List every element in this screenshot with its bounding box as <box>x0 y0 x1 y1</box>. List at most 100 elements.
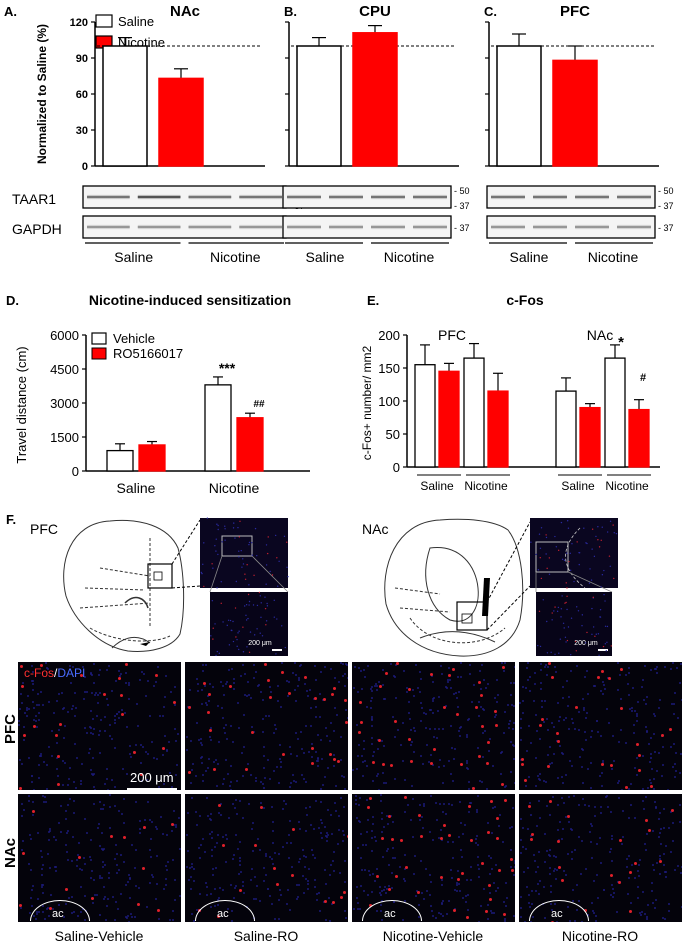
dapi-nucleus <box>335 713 338 716</box>
dapi-nucleus <box>164 675 167 678</box>
dapi-nucleus <box>489 738 492 741</box>
dapi-nucleus <box>272 862 275 865</box>
atlas-micrograph-dot <box>566 587 568 589</box>
dapi-nucleus <box>125 725 128 728</box>
dapi-nucleus <box>392 856 395 859</box>
dapi-nucleus <box>410 784 413 787</box>
dapi-nucleus <box>408 712 410 715</box>
dapi-nucleus <box>354 798 357 801</box>
dapi-nucleus <box>433 727 436 730</box>
dapi-nucleus <box>568 728 571 730</box>
dapi-nucleus <box>304 877 307 880</box>
dapi-nucleus <box>129 897 131 900</box>
dapi-nucleus <box>196 721 199 724</box>
dapi-nucleus <box>383 697 386 700</box>
atlas-micrograph-dot <box>240 549 242 552</box>
atlas-micrograph-dot <box>600 539 602 541</box>
panel-d-sig-ro: ## <box>253 399 265 410</box>
nac-brain-outline <box>384 518 524 657</box>
dapi-nucleus <box>128 878 131 881</box>
chart-e-ytick-label: 100 <box>378 394 400 409</box>
dapi-nucleus <box>580 765 583 768</box>
dapi-nucleus <box>317 758 319 760</box>
dapi-nucleus <box>240 871 243 874</box>
dapi-nucleus <box>533 682 536 685</box>
dapi-nucleus <box>372 780 375 783</box>
dapi-nucleus <box>163 734 166 737</box>
dapi-nucleus <box>208 736 211 739</box>
dapi-nucleus <box>479 688 482 691</box>
dapi-nucleus <box>667 910 670 912</box>
atlas-micrograph-dot <box>206 517 209 519</box>
dapi-nucleus <box>558 720 561 722</box>
dapi-nucleus <box>47 852 50 855</box>
dapi-nucleus <box>553 666 556 669</box>
dapi-nucleus <box>125 916 128 919</box>
dapi-nucleus <box>67 711 70 714</box>
dapi-nucleus <box>645 731 648 734</box>
atlas-micrograph-dot <box>551 619 553 621</box>
dapi-nucleus <box>21 815 24 818</box>
dapi-nucleus <box>324 882 327 885</box>
micrograph-nac-nicotine-vehicle <box>352 794 515 922</box>
dapi-nucleus <box>324 919 327 922</box>
dapi-nucleus <box>239 864 242 866</box>
dapi-nucleus <box>101 849 104 852</box>
atlas-micrograph-dot <box>598 654 600 656</box>
dapi-nucleus <box>329 874 332 877</box>
dapi-nucleus <box>646 903 649 906</box>
dapi-nucleus <box>200 844 202 847</box>
cfos-positive-cell <box>439 876 443 880</box>
dapi-nucleus <box>310 743 313 746</box>
dapi-nucleus <box>429 727 432 730</box>
dapi-nucleus <box>468 810 471 813</box>
cfos-positive-cell <box>399 839 403 843</box>
dapi-nucleus <box>478 867 481 870</box>
chart-d-xlabel-nicotine: Nicotine <box>209 480 260 496</box>
dapi-nucleus <box>443 803 445 806</box>
atlas-micrograph-dot <box>234 537 236 539</box>
dapi-nucleus <box>275 728 278 730</box>
dapi-nucleus <box>339 758 342 761</box>
dapi-nucleus <box>435 819 438 822</box>
dapi-nucleus <box>385 849 388 852</box>
dapi-nucleus <box>128 683 131 686</box>
dapi-nucleus <box>137 887 140 889</box>
pfc-zoom-box <box>147 563 173 589</box>
cfos-positive-cell <box>596 675 600 679</box>
dapi-nucleus <box>391 887 394 890</box>
panel-a-ylabel: Normalized to Saline (%) <box>35 24 49 164</box>
dapi-nucleus <box>221 889 224 892</box>
dapi-nucleus <box>371 736 374 739</box>
legend-a-saline-label: Saline <box>118 14 154 29</box>
atlas-micrograph-dot <box>577 610 580 612</box>
dapi-nucleus <box>506 704 509 707</box>
dapi-nucleus <box>570 851 573 854</box>
dapi-nucleus <box>612 734 615 737</box>
dapi-nucleus <box>171 786 174 789</box>
dapi-nucleus <box>673 712 675 715</box>
dapi-nucleus <box>286 903 288 906</box>
atlas-micrograph-dot <box>537 644 539 647</box>
dapi-nucleus <box>642 799 645 802</box>
dapi-nucleus <box>452 693 455 696</box>
dapi-nucleus <box>618 779 621 782</box>
cfos-positive-cell <box>419 835 423 839</box>
dapi-nucleus <box>638 911 641 914</box>
dapi-nucleus <box>626 892 629 895</box>
dapi-nucleus <box>618 673 621 676</box>
dapi-nucleus <box>558 838 561 841</box>
dapi-nucleus <box>113 785 116 788</box>
dapi-nucleus <box>186 748 189 751</box>
dapi-nucleus <box>533 854 536 857</box>
dapi-nucleus <box>384 782 387 784</box>
dapi-nucleus <box>342 805 345 808</box>
dapi-nucleus <box>361 774 364 777</box>
dapi-nucleus <box>343 684 346 687</box>
dapi-nucleus <box>279 705 282 708</box>
dapi-nucleus <box>549 891 552 894</box>
dapi-nucleus <box>115 680 118 683</box>
cfos-positive-cell <box>394 720 398 724</box>
dapi-nucleus <box>38 755 41 758</box>
dapi-nucleus <box>38 763 41 766</box>
